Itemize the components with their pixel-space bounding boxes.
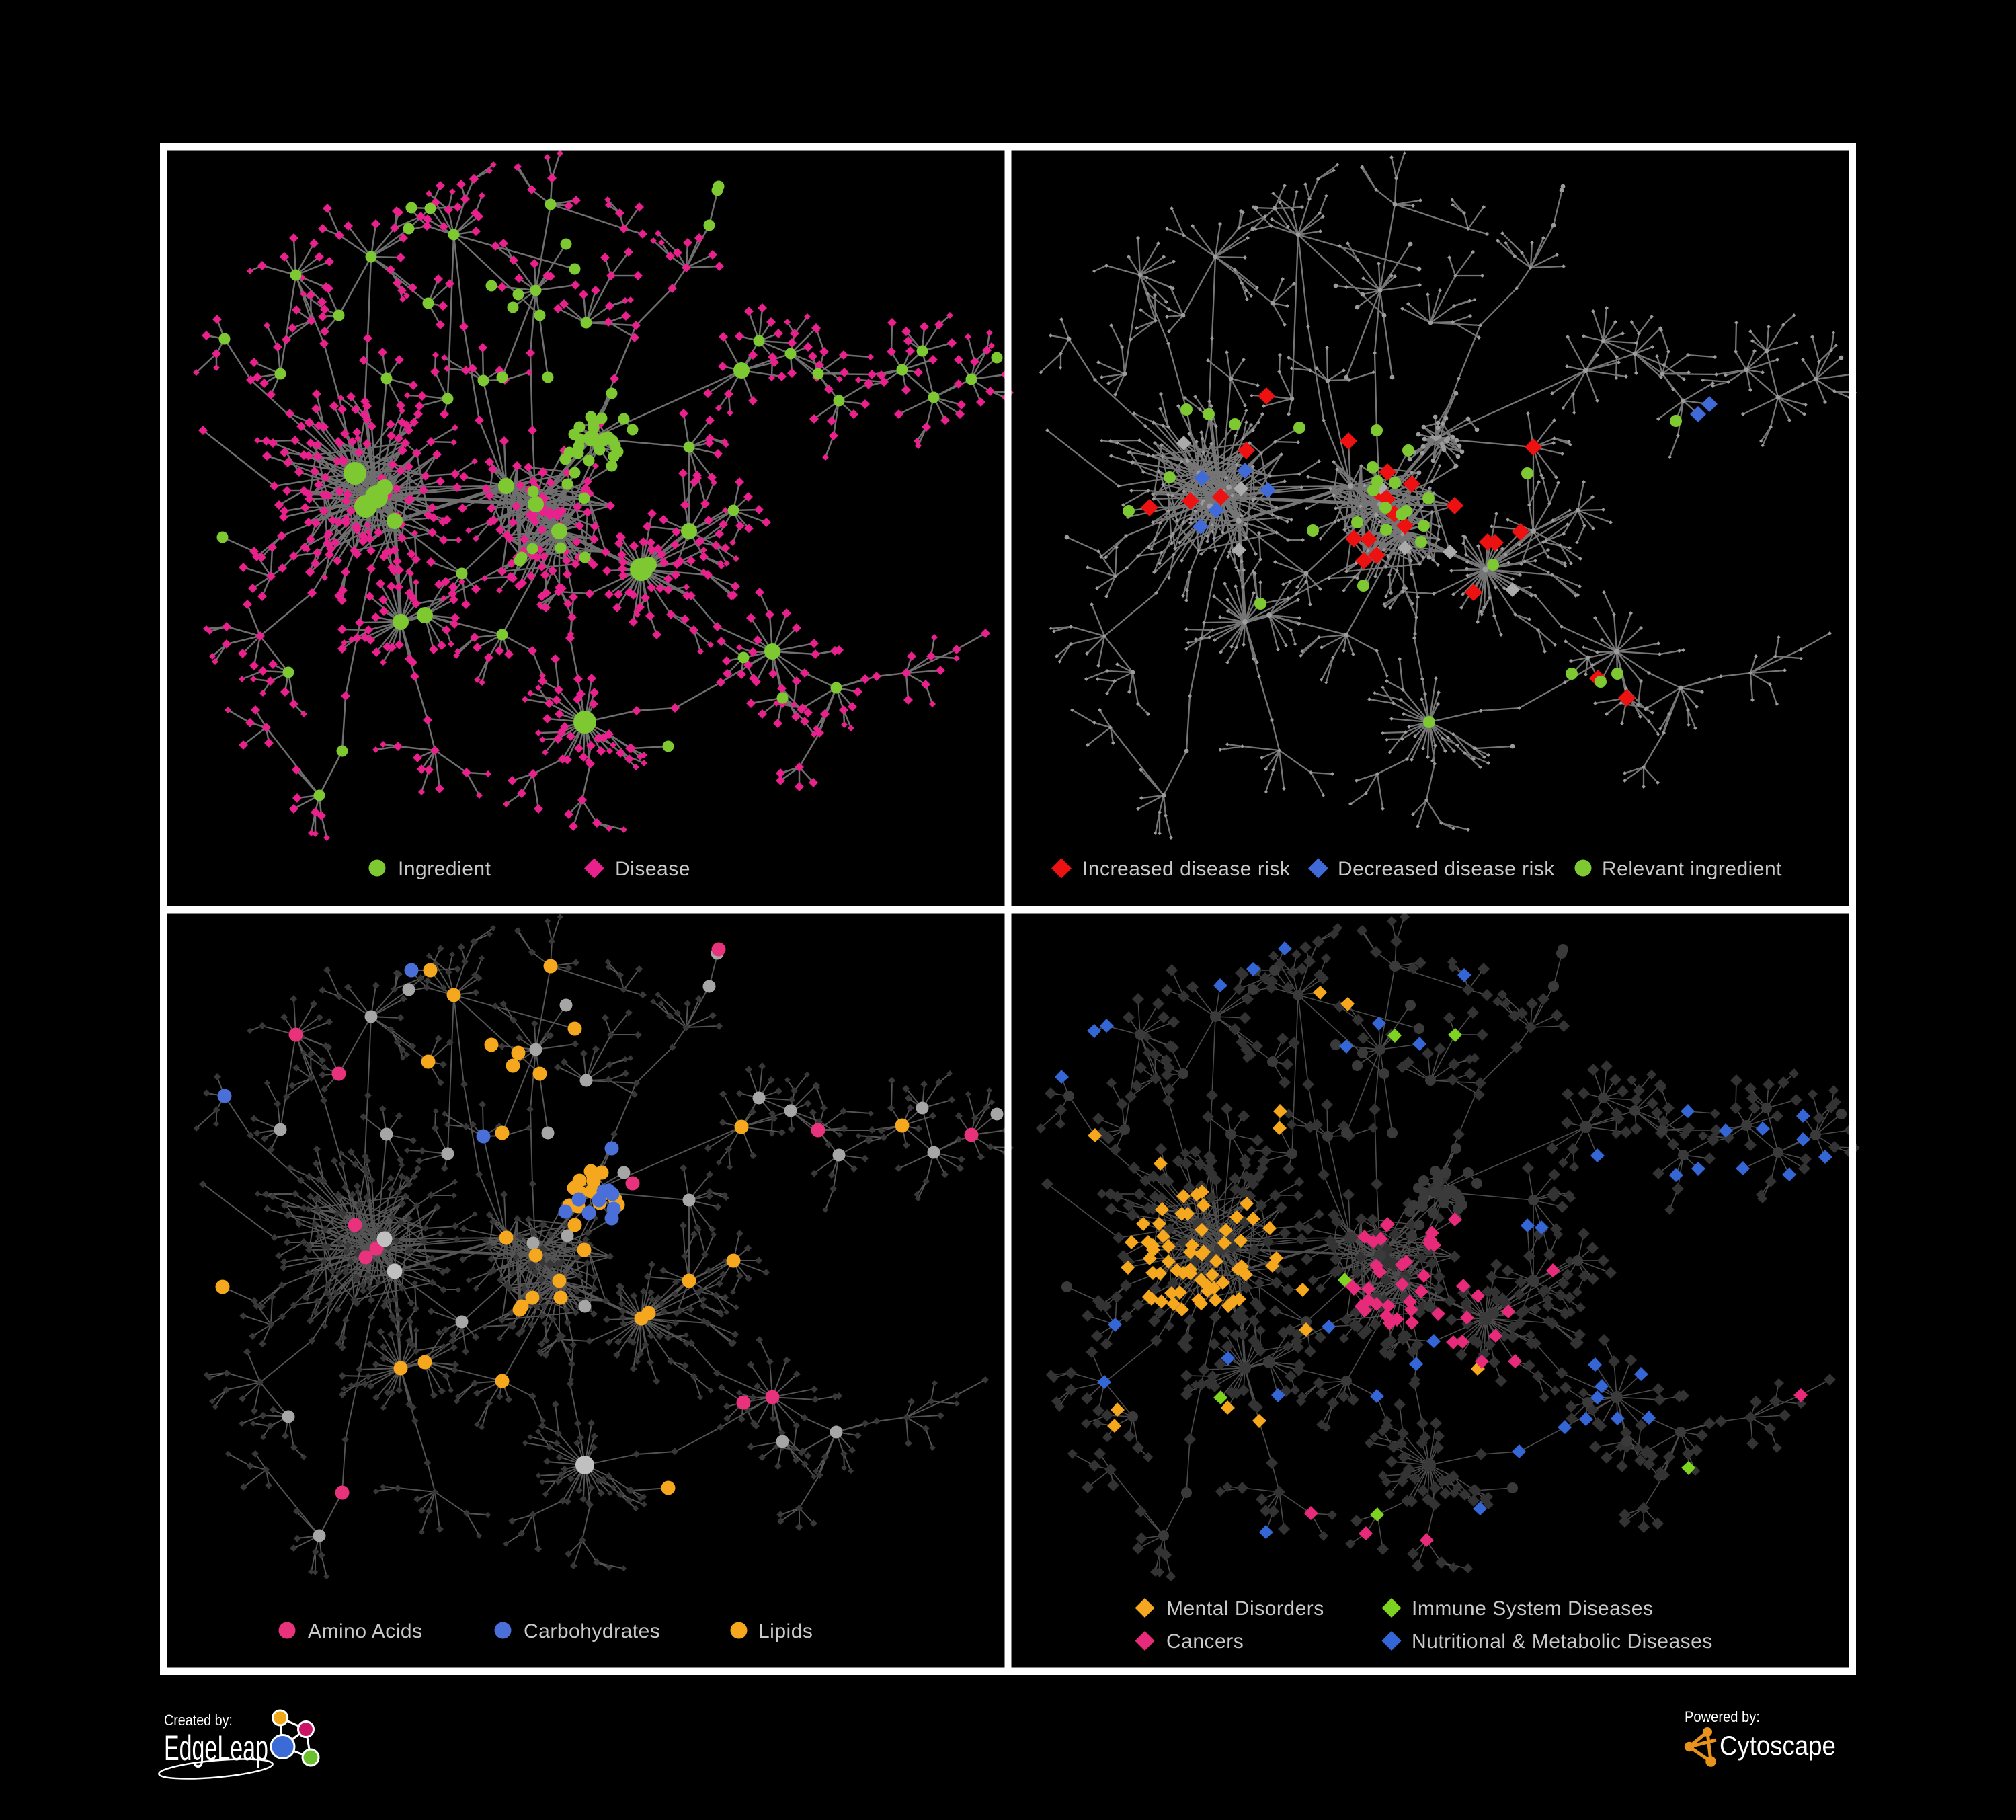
svg-text:Relevant ingredient: Relevant ingredient	[1602, 858, 1782, 880]
svg-text:Carbohydrates: Carbohydrates	[524, 1620, 660, 1643]
svg-text:Lipids: Lipids	[758, 1620, 813, 1643]
svg-text:Disease: Disease	[615, 858, 690, 880]
svg-text:EdgeLeap: EdgeLeap	[164, 1729, 268, 1768]
svg-text:Decreased disease risk: Decreased disease risk	[1338, 858, 1555, 880]
svg-text:Ingredient: Ingredient	[398, 858, 491, 880]
svg-text:Nutritional & Metabolic Diseas: Nutritional & Metabolic Diseases	[1412, 1630, 1713, 1653]
svg-text:Created by:: Created by:	[164, 1712, 233, 1729]
svg-text:Cancers: Cancers	[1166, 1630, 1244, 1653]
svg-text:Amino Acids: Amino Acids	[308, 1620, 423, 1643]
svg-text:Mental Disorders: Mental Disorders	[1166, 1597, 1324, 1620]
svg-text:Immune System Diseases: Immune System Diseases	[1412, 1597, 1653, 1620]
svg-text:Increased disease risk: Increased disease risk	[1082, 858, 1291, 880]
svg-text:Cytoscape: Cytoscape	[1720, 1731, 1836, 1762]
svg-text:Powered by:: Powered by:	[1685, 1709, 1760, 1725]
